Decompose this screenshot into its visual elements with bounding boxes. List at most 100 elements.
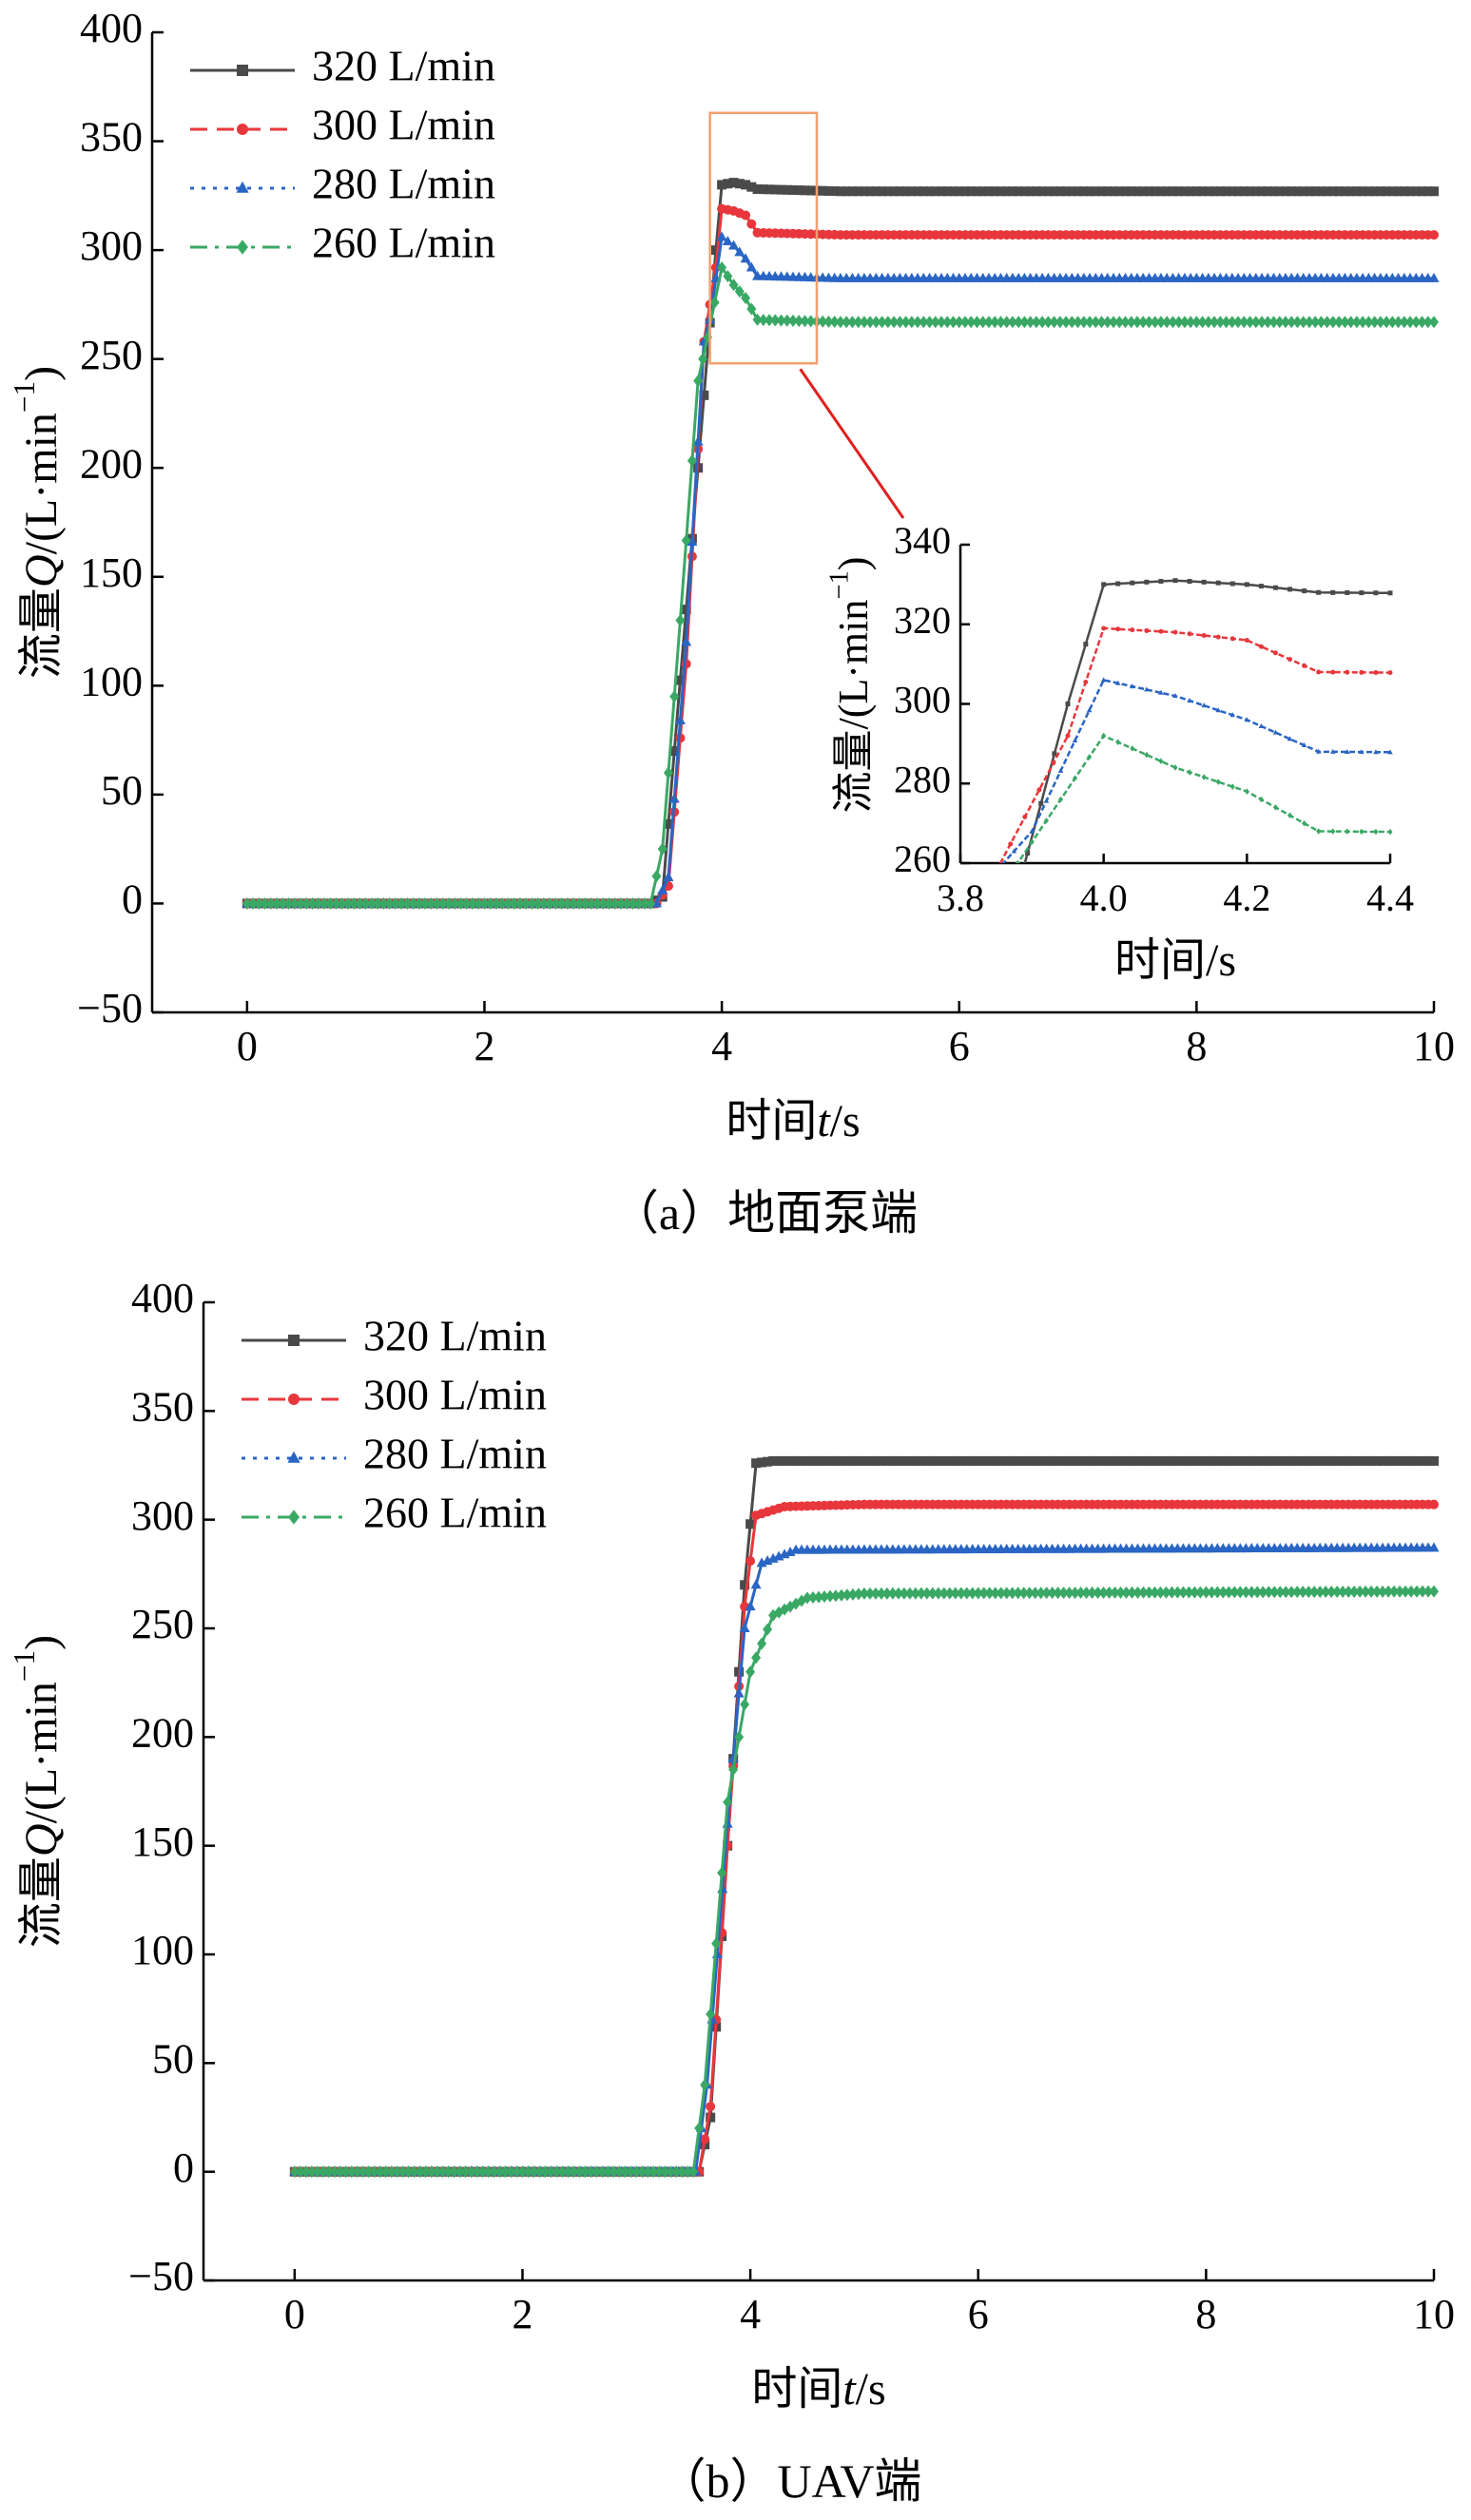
series-1-point — [1423, 186, 1433, 197]
series-1-point — [1304, 1455, 1314, 1466]
series-4-point — [1018, 1587, 1029, 1600]
series-4-point — [859, 1587, 869, 1600]
series-1-point — [1043, 186, 1054, 197]
series-4-point — [643, 2165, 653, 2179]
series-4-point — [1287, 316, 1297, 329]
series-1-point — [1423, 1455, 1434, 1466]
series-1-point — [1161, 1455, 1171, 1466]
series-4-point — [1067, 316, 1077, 329]
inset-series-4-point — [1287, 812, 1293, 818]
series-4-point — [1275, 1586, 1286, 1599]
inset-series-3-point — [947, 1104, 953, 1108]
series-4-point — [1264, 1586, 1274, 1599]
series-4-point — [562, 896, 572, 910]
series-1-point — [805, 185, 816, 196]
inset-series-2-point — [978, 952, 983, 957]
series-1-point — [1406, 1455, 1417, 1466]
series-1-point — [1127, 1455, 1137, 1466]
inset-series-3-point — [1100, 677, 1107, 683]
y-tick-label: 50 — [152, 2035, 194, 2082]
series-4-point — [414, 896, 424, 910]
series-1-point — [1197, 186, 1208, 197]
inset-series-4-point — [1345, 828, 1350, 835]
series-4-point — [899, 1587, 909, 1600]
series-1-point — [1412, 1455, 1423, 1466]
series-1-point — [1055, 186, 1065, 197]
series-4-point — [1366, 1585, 1377, 1598]
series-260-L-min — [289, 1585, 1439, 2179]
series-1-point — [1132, 1455, 1143, 1466]
series-4-point — [666, 2165, 676, 2179]
series-4-point — [646, 896, 656, 910]
series-4-point — [631, 2165, 642, 2179]
series-1-point — [1067, 186, 1077, 197]
inset-series-4-point — [1373, 828, 1379, 836]
series-4-point — [752, 313, 763, 326]
legend-label: 300 L/min — [312, 101, 495, 149]
series-4-point — [758, 314, 768, 327]
series-1-point — [1321, 1455, 1331, 1466]
series-4-point — [966, 316, 977, 329]
series-1-point — [954, 186, 964, 197]
series-4-point — [1401, 1585, 1411, 1598]
series-4-point — [265, 896, 276, 910]
series-4-point — [1224, 1586, 1234, 1599]
series-4-point — [877, 316, 887, 329]
inset-series-1-point — [1130, 580, 1135, 586]
series-4-point — [671, 2165, 682, 2179]
series-4-point — [1197, 316, 1208, 329]
series-1-point — [1037, 186, 1048, 197]
series-4-point — [700, 2078, 710, 2091]
series-1-point — [1110, 1455, 1120, 1466]
inset-series-1-point — [1272, 585, 1278, 590]
inset-series-2-point — [1287, 657, 1293, 663]
inset-series-2-point — [994, 869, 998, 874]
series-3-point — [668, 793, 680, 803]
series-1-point — [1384, 1455, 1394, 1466]
series-4-point — [1292, 1586, 1303, 1599]
inset-y-tick-label: 340 — [894, 519, 951, 562]
series-2-markers — [289, 1499, 1439, 2177]
series-4-point — [1120, 316, 1131, 329]
series-4-point — [1121, 1586, 1132, 1599]
series-4-point — [1332, 1586, 1343, 1599]
series-4-point — [1001, 1587, 1012, 1600]
series-4-point — [455, 896, 466, 910]
series-1-point — [1155, 1455, 1166, 1466]
series-4-point — [1395, 1585, 1405, 1598]
series-4-point — [301, 896, 312, 910]
series-1-point — [930, 186, 940, 197]
series-1-point — [882, 186, 893, 197]
inset-series-1-point — [1330, 589, 1336, 595]
series-1-point — [927, 1455, 938, 1466]
series-1-point — [800, 185, 810, 196]
inset-series-1-point — [1052, 751, 1057, 757]
series-1-point — [699, 390, 709, 400]
series-4-point — [408, 896, 418, 910]
series-1-point — [913, 186, 923, 197]
series-4-point — [788, 314, 798, 327]
series-1-point — [1061, 186, 1072, 197]
series-1-point — [916, 1455, 926, 1466]
series-4-point — [972, 316, 982, 329]
y-tick-label: 200 — [80, 440, 143, 487]
series-1-point — [870, 1455, 881, 1466]
series-4-point — [1179, 316, 1190, 329]
legend-label: 300 L/min — [363, 1371, 547, 1419]
series-300-L-min — [289, 1499, 1439, 2177]
series-4-point — [1109, 316, 1118, 329]
series-4-point — [506, 2165, 516, 2179]
series-4-point — [1429, 1585, 1439, 1598]
series-4-point — [402, 896, 413, 910]
series-4-point — [426, 896, 436, 910]
series-2-point — [706, 2102, 716, 2112]
series-4-point — [1241, 1586, 1251, 1599]
series-1-point — [877, 186, 887, 197]
series-4-point — [996, 316, 1006, 329]
series-1-point — [1172, 1455, 1183, 1466]
series-1-point — [1372, 1455, 1383, 1466]
series-4-point — [937, 316, 947, 329]
inset-series-3-point — [1072, 738, 1078, 743]
series-4-point — [1322, 316, 1332, 329]
zoom-connector — [799, 368, 905, 519]
